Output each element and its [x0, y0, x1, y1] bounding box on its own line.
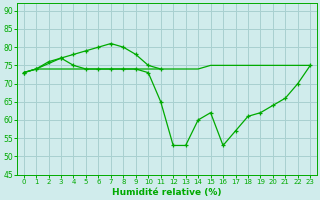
X-axis label: Humidité relative (%): Humidité relative (%): [112, 188, 222, 197]
